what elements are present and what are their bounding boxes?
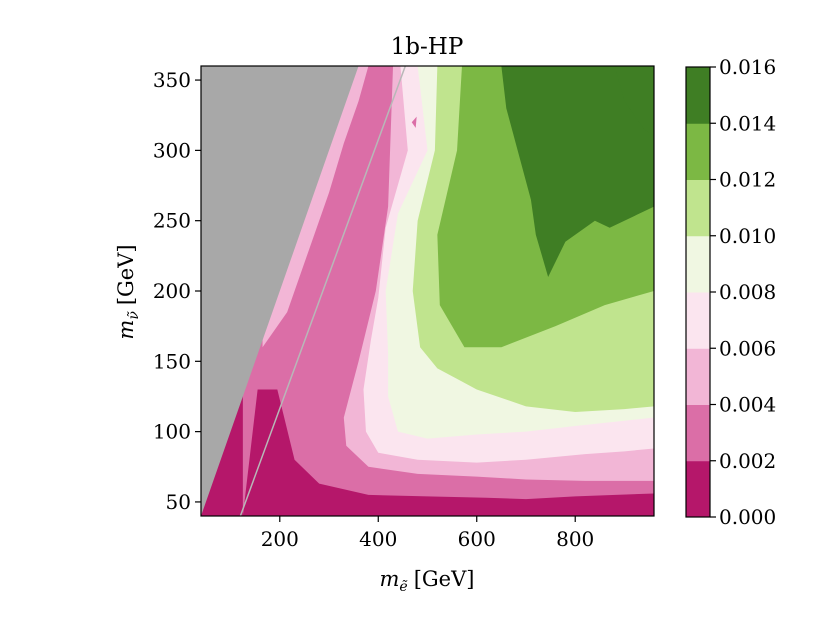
- y-axis-label: mν̃[GeV]: [114, 244, 142, 339]
- chart-title: 1b-HP: [391, 34, 464, 60]
- colorbar-tick-label: 0.002: [719, 449, 776, 473]
- contour-band-7: [501, 66, 654, 277]
- plot-area: [201, 66, 654, 516]
- kinematic-boundary-line: [239, 66, 407, 516]
- y-tick-label: 350: [153, 68, 191, 92]
- colorbar-tick-label: 0.012: [719, 168, 776, 192]
- excluded-region: [201, 66, 359, 516]
- x-tick-label: 200: [261, 527, 299, 551]
- colorbar-segment: [686, 292, 710, 349]
- colorbar-segment: [686, 460, 710, 518]
- colorbar-segment: [686, 123, 710, 180]
- y-axis: 50 100 150 200 250 300 350: [153, 68, 201, 514]
- colorbar-segment: [686, 67, 710, 124]
- colorbar: 0.000 0.002 0.004 0.006 0.008 0.010 0.012 0.014…: [685, 55, 776, 529]
- y-tick-label: 200: [153, 279, 191, 303]
- y-tick-label: 150: [153, 349, 191, 373]
- colorbar-segment: [686, 235, 710, 293]
- x-tick-label: 800: [556, 527, 594, 551]
- y-tick-label: 50: [166, 490, 191, 514]
- x-tick-label: 600: [458, 527, 496, 551]
- contour-band-8: [614, 66, 654, 137]
- colorbar-tick-label: 0.016: [719, 55, 776, 79]
- colorbar-segment: [686, 404, 710, 462]
- y-tick-label: 300: [153, 138, 191, 162]
- y-tick-label: 250: [153, 209, 191, 233]
- colorbar-tick-label: 0.006: [719, 336, 776, 360]
- contour-island: [411, 116, 417, 128]
- x-tick-label: 400: [359, 527, 397, 551]
- colorbar-tick-label: 0.004: [719, 393, 776, 417]
- y-tick-label: 100: [153, 420, 191, 444]
- colorbar-tick-label: 0.000: [719, 505, 776, 529]
- contour-bands: [201, 66, 654, 516]
- colorbar-segment: [686, 348, 710, 405]
- x-axis: 200 400 600 800: [261, 516, 594, 551]
- colorbar-tick-label: 0.008: [719, 280, 776, 304]
- colorbar-tick-label: 0.014: [719, 111, 776, 135]
- x-axis-label: mẽ [GeV]: [380, 567, 475, 595]
- colorbar-tick-label: 0.010: [719, 224, 776, 248]
- colorbar-segment: [686, 179, 710, 237]
